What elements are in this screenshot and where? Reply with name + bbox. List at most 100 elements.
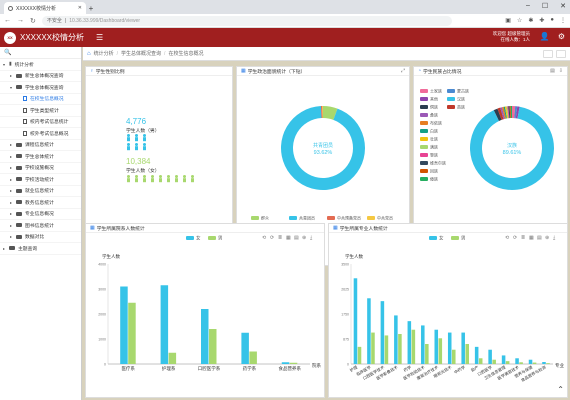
sidebar-item[interactable]: ▸ 就业信息统计	[0, 186, 81, 197]
scroll-top-icon[interactable]: ⌃	[557, 385, 564, 394]
legend-swatch[interactable]	[186, 236, 194, 240]
translate-icon[interactable]: ▣	[505, 18, 511, 24]
bar[interactable]	[411, 329, 416, 364]
legend-swatch[interactable]	[327, 216, 335, 220]
legend-swatch[interactable]	[289, 216, 297, 220]
sidebar-item[interactable]: 学生类型统计	[0, 105, 81, 117]
legend-swatch[interactable]	[367, 216, 375, 220]
sidebar-item[interactable]: 校内考试信息统计	[0, 117, 81, 128]
donut-slice[interactable]	[514, 106, 518, 119]
legend-swatch[interactable]	[420, 177, 428, 181]
bar[interactable]	[281, 362, 290, 364]
bar[interactable]	[461, 332, 465, 364]
bar[interactable]	[515, 358, 519, 364]
legend-swatch[interactable]	[420, 113, 428, 117]
legend-label[interactable]: 满族	[430, 144, 438, 150]
donut-slice[interactable]	[506, 106, 509, 119]
bar[interactable]	[367, 298, 371, 364]
legend-label[interactable]: 苗族	[457, 104, 465, 110]
sidebar-item[interactable]: ▸ 专业信息概况	[0, 209, 81, 220]
tab-nav-button[interactable]	[543, 49, 553, 58]
menu-dots-icon[interactable]: ⋮	[560, 18, 566, 24]
legend-label[interactable]: 白族	[430, 128, 438, 134]
chart-tool-icon[interactable]: ≣	[521, 234, 525, 241]
bar[interactable]	[519, 362, 523, 364]
url-bar[interactable]: 不安全 | 10.36.33.999/Dashboard/viewer	[41, 15, 452, 26]
legend-label[interactable]: 回族	[430, 168, 438, 174]
sidebar-search[interactable]: 🔍	[0, 47, 81, 59]
donut-slice[interactable]	[509, 106, 512, 119]
bar[interactable]	[434, 329, 439, 364]
bar[interactable]	[501, 355, 506, 364]
legend-swatch[interactable]	[420, 97, 428, 101]
donut-slice[interactable]	[320, 106, 323, 119]
breadcrumb-item[interactable]: 学生总体概况查询	[121, 51, 162, 57]
profile-icon[interactable]: ●	[550, 17, 554, 23]
legend-label[interactable]: 维吾尔族	[430, 160, 446, 166]
sidebar-item[interactable]: 校外考试信息概况	[0, 128, 81, 140]
extension-icon[interactable]: ✱	[528, 18, 534, 24]
legend-label[interactable]: 共青团员	[299, 215, 315, 221]
hamburger-menu-icon[interactable]: ☰	[96, 33, 104, 42]
donut-slice[interactable]	[500, 107, 505, 120]
donut-slice[interactable]	[508, 106, 511, 119]
expand-icon[interactable]: ⤢	[400, 68, 405, 74]
user-icon[interactable]: 👤	[539, 32, 550, 41]
legend-label[interactable]: 壮族	[430, 136, 438, 142]
sidebar-item[interactable]: ▸ 新生总体概况查询	[0, 71, 81, 82]
download-icon[interactable]: ⇩	[558, 68, 563, 74]
chart-tool-icon[interactable]: ⟲	[262, 235, 267, 241]
legend-label[interactable]: 男	[461, 236, 466, 242]
legend-label[interactable]: 其他	[430, 96, 438, 102]
chart-tool-icon[interactable]: ⤓	[553, 235, 556, 241]
close-window-icon[interactable]: ✕	[560, 3, 566, 10]
donut-slice[interactable]	[510, 106, 512, 119]
bar[interactable]	[249, 351, 257, 365]
legend-label[interactable]: 女	[439, 235, 444, 242]
chart-tool-icon[interactable]: ⊕	[545, 235, 549, 241]
legend-swatch[interactable]	[447, 97, 455, 101]
chart-tool-icon[interactable]: ⟲	[505, 235, 510, 241]
bar[interactable]	[209, 329, 217, 364]
security-indicator[interactable]: 不安全	[46, 18, 62, 24]
bar[interactable]	[353, 278, 358, 364]
chart-tool-icon[interactable]: ▤	[294, 235, 299, 241]
home-icon[interactable]: ⌂	[87, 50, 91, 57]
breadcrumb-item[interactable]: 统计分析	[93, 51, 114, 57]
forward-icon[interactable]: →	[17, 17, 24, 24]
bar[interactable]	[394, 315, 398, 364]
legend-swatch[interactable]	[451, 236, 459, 240]
legend-swatch[interactable]	[420, 137, 428, 141]
legend-swatch[interactable]	[420, 145, 428, 149]
bar[interactable]	[168, 352, 177, 364]
donut-slice[interactable]	[497, 107, 504, 120]
bar[interactable]	[546, 363, 550, 364]
sidebar-item[interactable]: 在校生信息概况	[0, 94, 81, 105]
sidebar-item[interactable]: ▸ 图书信息统计	[0, 220, 81, 232]
legend-label[interactable]: 布依族	[430, 120, 442, 126]
donut-slice[interactable]	[515, 106, 520, 119]
donut-slice[interactable]	[503, 106, 507, 119]
close-tab-icon[interactable]: ✕	[77, 5, 82, 11]
chart-tool-icon[interactable]: ≣	[278, 234, 282, 241]
bar[interactable]	[465, 344, 470, 364]
legend-label[interactable]: 侗族	[430, 104, 438, 110]
legend-label[interactable]: 中共党员	[377, 215, 393, 221]
bar[interactable]	[289, 362, 298, 364]
donut-slice[interactable]	[512, 106, 516, 119]
chart-tool-icon[interactable]: ▦	[529, 235, 534, 241]
bar[interactable]	[488, 349, 492, 364]
legend-label[interactable]: 男	[218, 236, 223, 242]
sidebar-item[interactable]: ▸ 数据对比	[0, 232, 81, 243]
legend-swatch[interactable]	[420, 129, 428, 133]
sidebar-item[interactable]: ▸ 学生总体统计	[0, 151, 81, 163]
legend-swatch[interactable]	[251, 216, 259, 220]
bar[interactable]	[398, 334, 402, 364]
sidebar-item[interactable]: ▸ 课程信息统计	[0, 140, 81, 151]
bar[interactable]	[528, 359, 533, 364]
legend-swatch[interactable]	[447, 105, 455, 109]
bar[interactable]	[421, 325, 425, 364]
puzzle-icon[interactable]: ✚	[539, 18, 545, 24]
legend-label[interactable]: 汉族	[457, 96, 465, 102]
legend-swatch[interactable]	[208, 236, 216, 240]
